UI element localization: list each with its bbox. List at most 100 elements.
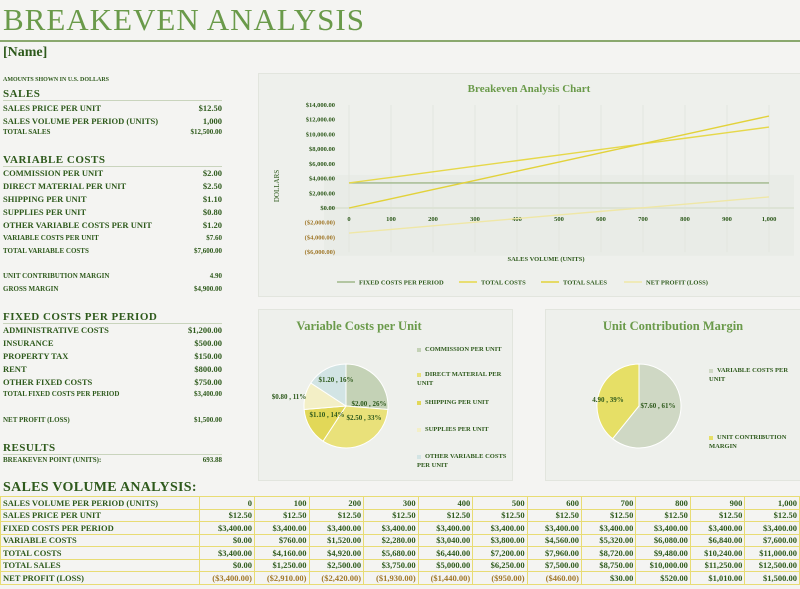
pie-slice-variable-costs-per-unit[interactable]: [611, 363, 682, 449]
table-cell[interactable]: $3,040.00: [417, 533, 474, 547]
table-cell[interactable]: $12,500.00: [744, 558, 800, 572]
breakeven-chart[interactable]: Breakeven Analysis Chart 0 100 200 300 400 500…: [258, 73, 800, 297]
table-cell[interactable]: ($1,930.00): [363, 571, 419, 585]
table-cell[interactable]: $12.50: [363, 508, 419, 522]
row-value[interactable]: $500.00: [194, 338, 222, 348]
table-cell[interactable]: $9,480.00: [635, 546, 691, 560]
row-header[interactable]: SALES PRICE PER UNIT: [0, 508, 201, 522]
table-cell[interactable]: $3,400.00: [744, 521, 800, 535]
table-cell[interactable]: $11,250.00: [689, 558, 746, 572]
table-cell[interactable]: $12.50: [308, 508, 365, 522]
table-cell[interactable]: $8,720.00: [580, 546, 637, 560]
row-value[interactable]: $7,600.00: [194, 247, 222, 255]
table-cell[interactable]: ($1,440.00): [417, 571, 474, 585]
table-cell[interactable]: $6,840.00: [689, 533, 746, 547]
row-header[interactable]: VARIABLE COSTS: [0, 533, 201, 547]
table-cell[interactable]: $3,400.00: [472, 521, 528, 535]
row-value[interactable]: $2.00: [202, 168, 222, 178]
table-cell[interactable]: 700: [580, 496, 637, 510]
table-cell[interactable]: $3,400.00: [526, 521, 582, 535]
pie-slice-unit-contribution-margin[interactable]: [596, 363, 640, 440]
table-cell[interactable]: $7,600.00: [744, 533, 800, 547]
row-value[interactable]: 4.90: [209, 272, 222, 280]
table-cell[interactable]: $3,400.00: [689, 521, 746, 535]
table-cell[interactable]: $12.50: [472, 508, 528, 522]
table-cell[interactable]: 0: [199, 496, 255, 510]
table-cell[interactable]: 100: [253, 496, 310, 510]
row-value[interactable]: $750.00: [194, 377, 222, 387]
table-cell[interactable]: $3,400.00: [635, 521, 691, 535]
row-header[interactable]: SALES VOLUME PER PERIOD (UNITS): [0, 496, 201, 510]
row-header[interactable]: TOTAL COSTS: [0, 546, 201, 560]
row-value[interactable]: $12,500.00: [190, 128, 223, 136]
table-cell[interactable]: $8,750.00: [580, 558, 637, 572]
table-cell[interactable]: $3,400.00: [199, 546, 255, 560]
table-cell[interactable]: $3,400.00: [417, 521, 474, 535]
table-cell[interactable]: 900: [689, 496, 746, 510]
row-value[interactable]: $1.20: [202, 220, 222, 230]
table-cell[interactable]: $12.50: [417, 508, 474, 522]
row-value[interactable]: $4,900.00: [194, 285, 222, 293]
row-header[interactable]: FIXED COSTS PER PERIOD: [0, 521, 201, 535]
table-cell[interactable]: ($2,910.00): [253, 571, 310, 585]
table-cell[interactable]: 1,000: [744, 496, 800, 510]
table-cell[interactable]: 400: [417, 496, 474, 510]
row-value[interactable]: $800.00: [194, 364, 222, 374]
pie-slice-other-variable-costs-per-unit[interactable]: [310, 363, 347, 407]
table-cell[interactable]: $5,320.00: [580, 533, 637, 547]
contribution-margin-chart[interactable]: Unit Contribution Margin $7.60 , 61% 4.90 …: [545, 309, 800, 481]
row-value[interactable]: $3,400.00: [194, 390, 222, 398]
table-cell[interactable]: $3,400.00: [253, 521, 310, 535]
row-value[interactable]: $1.10: [202, 194, 222, 204]
table-cell[interactable]: $11,000.00: [744, 546, 800, 560]
table-cell[interactable]: $6,080.00: [635, 533, 691, 547]
table-cell[interactable]: $4,560.00: [526, 533, 582, 547]
table-cell[interactable]: $30.00: [580, 571, 637, 585]
row-value[interactable]: $7.60: [206, 234, 222, 242]
table-cell[interactable]: $3,800.00: [472, 533, 528, 547]
row-value[interactable]: $12.50: [198, 103, 222, 113]
table-cell[interactable]: $12.50: [253, 508, 310, 522]
table-cell[interactable]: $0.00: [199, 533, 255, 547]
table-cell[interactable]: $0.00: [199, 558, 255, 572]
table-cell[interactable]: $5,680.00: [363, 546, 419, 560]
variable-costs-chart[interactable]: Variable Costs per Unit $2.00 , 26% $2.50 …: [258, 309, 513, 481]
table-cell[interactable]: $3,400.00: [580, 521, 637, 535]
table-cell[interactable]: $1,250.00: [253, 558, 310, 572]
table-cell[interactable]: 300: [363, 496, 419, 510]
table-cell[interactable]: $7,500.00: [526, 558, 582, 572]
table-cell[interactable]: $7,960.00: [526, 546, 582, 560]
row-value[interactable]: $0.80: [202, 207, 222, 217]
table-cell[interactable]: $2,500.00: [308, 558, 365, 572]
table-cell[interactable]: $760.00: [253, 533, 310, 547]
row-value[interactable]: $2.50: [202, 181, 222, 191]
row-header[interactable]: NET PROFIT (LOSS): [0, 571, 201, 585]
table-cell[interactable]: 800: [635, 496, 691, 510]
table-cell[interactable]: $12.50: [580, 508, 637, 522]
table-cell[interactable]: $5,000.00: [417, 558, 474, 572]
row-value[interactable]: $150.00: [194, 351, 222, 361]
table-cell[interactable]: $520.00: [635, 571, 691, 585]
table-cell[interactable]: $12.50: [689, 508, 746, 522]
table-cell[interactable]: $10,240.00: [689, 546, 746, 560]
table-cell[interactable]: $6,250.00: [472, 558, 528, 572]
pie-slice-commission-per-unit[interactable]: [345, 363, 389, 411]
table-cell[interactable]: $2,280.00: [363, 533, 419, 547]
table-cell[interactable]: $3,750.00: [363, 558, 419, 572]
table-cell[interactable]: $3,400.00: [199, 521, 255, 535]
table-cell[interactable]: $4,160.00: [253, 546, 310, 560]
table-cell[interactable]: $12.50: [635, 508, 691, 522]
table-cell[interactable]: $3,400.00: [363, 521, 419, 535]
table-cell[interactable]: $3,400.00: [308, 521, 365, 535]
row-value[interactable]: $1,200.00: [188, 325, 222, 335]
table-cell[interactable]: $12.50: [199, 508, 255, 522]
table-cell[interactable]: ($3,400.00): [199, 571, 255, 585]
table-cell[interactable]: ($2,420.00): [308, 571, 365, 585]
table-cell[interactable]: $12.50: [526, 508, 582, 522]
table-cell[interactable]: 200: [308, 496, 365, 510]
table-cell[interactable]: $10,000.00: [635, 558, 691, 572]
row-value[interactable]: 693.88: [202, 456, 222, 464]
table-cell[interactable]: ($460.00): [526, 571, 582, 585]
row-header[interactable]: TOTAL SALES: [0, 558, 201, 572]
table-cell[interactable]: $1,520.00: [308, 533, 365, 547]
